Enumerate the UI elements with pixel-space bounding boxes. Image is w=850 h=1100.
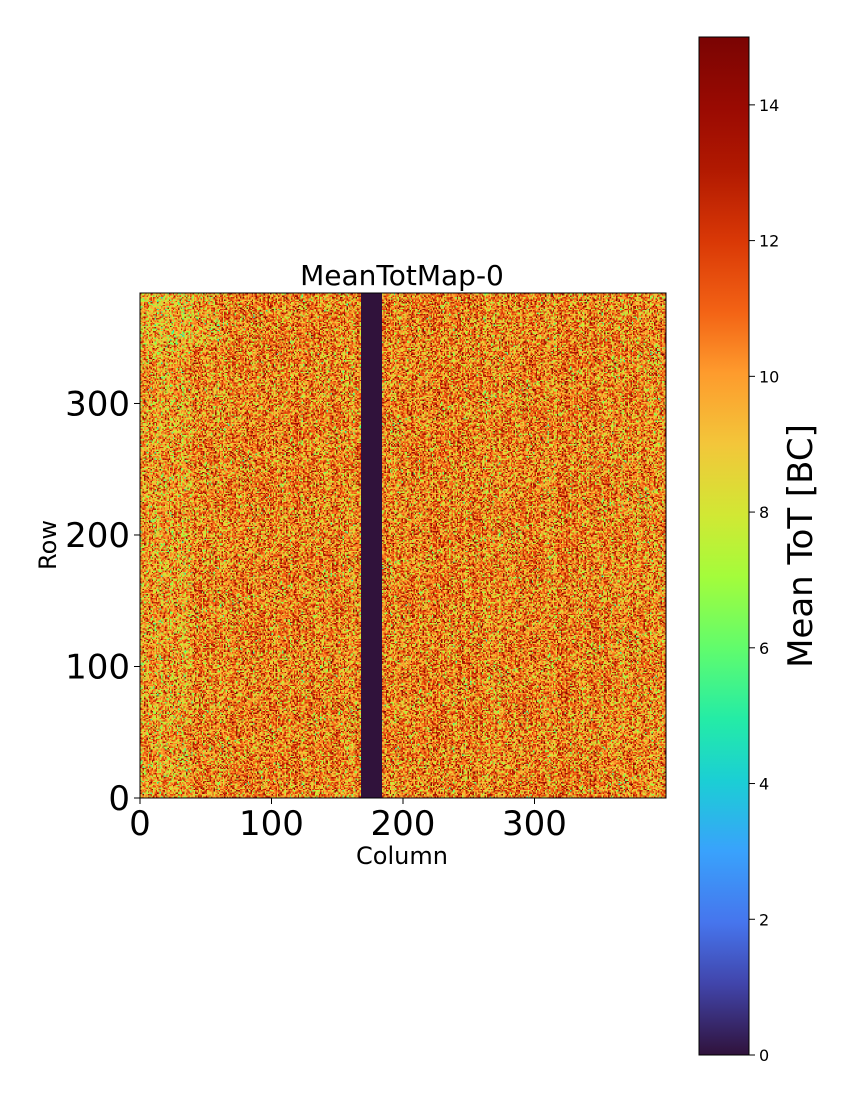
x-tick-label: 300 (502, 804, 567, 844)
colorbar-label: Mean ToT [BC] (781, 424, 821, 668)
colorbar-tick-label: 0 (759, 1046, 769, 1065)
colorbar-tick-label: 2 (759, 910, 769, 929)
y-tick-label: 0 (108, 779, 130, 819)
heatmap (140, 293, 666, 798)
colorbar-ticks: 0 2 4 6 8 10 12 14 (749, 96, 779, 1065)
colorbar-tick-label: 10 (759, 367, 779, 386)
y-axis-ticks: 0 100 200 300 (65, 384, 140, 819)
colorbar-tick-label: 4 (759, 775, 769, 794)
y-tick-label: 200 (65, 516, 130, 556)
colorbar-tick-label: 12 (759, 232, 779, 251)
x-tick-label: 200 (371, 804, 436, 844)
colorbar (698, 36, 750, 1056)
colorbar-tick-label: 14 (759, 96, 779, 115)
chart-title: MeanTotMap-0 (300, 259, 504, 292)
x-axis-label: Column (356, 842, 448, 870)
y-tick-label: 100 (65, 647, 130, 687)
y-tick-label: 300 (65, 384, 130, 424)
x-axis-ticks: 0 100 200 300 (129, 798, 567, 844)
x-tick-label: 100 (239, 804, 304, 844)
y-axis-label: Row (34, 520, 62, 570)
colorbar-tick-label: 8 (759, 503, 769, 522)
x-tick-label: 0 (129, 804, 151, 844)
heatmap-image (140, 293, 666, 798)
colorbar-tick-label: 6 (759, 639, 769, 658)
